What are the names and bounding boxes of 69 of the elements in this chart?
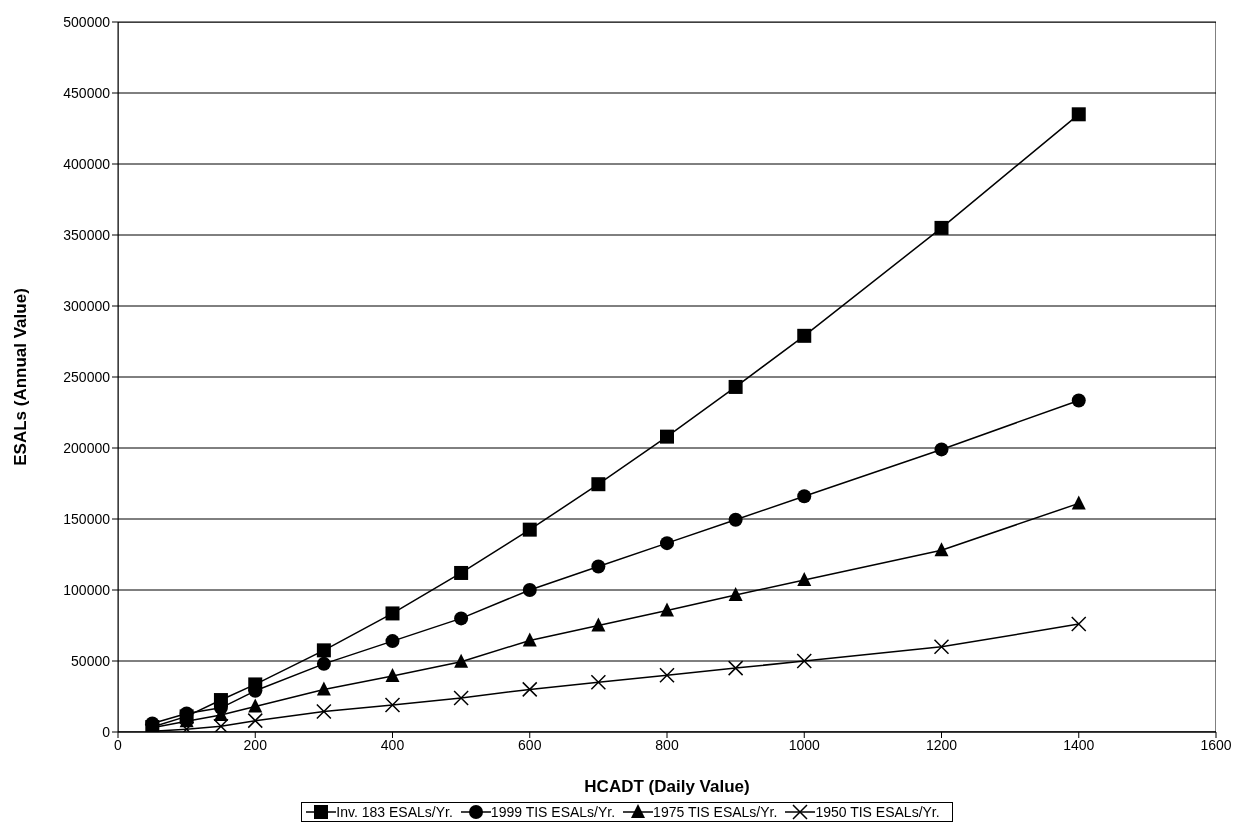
x-tick-label: 400	[380, 736, 405, 753]
y-tick-label: 350000	[63, 226, 111, 243]
point	[454, 565, 469, 580]
y-tick-label: 250000	[63, 368, 111, 385]
point	[247, 712, 263, 729]
legend-label: Inv. 183 ESALs/Yr.	[336, 804, 453, 820]
point	[660, 602, 674, 617]
y-tick-label: 200000	[63, 439, 111, 456]
y-axis-title: ESALs (Annual Value)	[11, 288, 31, 466]
x-tick-label: 1000	[788, 736, 821, 753]
point	[727, 660, 744, 676]
point	[796, 653, 812, 669]
point	[522, 522, 537, 537]
point	[316, 643, 331, 658]
point	[1071, 495, 1086, 510]
point	[316, 681, 331, 696]
point	[934, 220, 949, 235]
y-tick-label: 400000	[63, 155, 111, 172]
point	[316, 656, 331, 671]
point	[591, 477, 606, 492]
legend-label: 1999 TIS ESALs/Yr.	[490, 804, 616, 820]
point	[384, 697, 401, 713]
point	[728, 586, 743, 601]
point	[934, 442, 949, 457]
point	[454, 653, 469, 668]
point	[933, 639, 950, 655]
y-tick-label: 150000	[63, 510, 111, 527]
x-tick-label: 1200	[925, 736, 958, 753]
point	[385, 667, 400, 682]
x-tick-label: 600	[518, 736, 542, 753]
y-tick-label: 100000	[63, 581, 111, 598]
point	[1071, 616, 1087, 632]
point	[659, 667, 675, 683]
y-tick-label: 0	[102, 723, 111, 740]
x-axis-title: HCADT (Daily Value)	[584, 777, 750, 796]
x-tick-label: 1400	[1063, 736, 1095, 753]
point	[797, 489, 812, 504]
point	[522, 681, 538, 698]
legend-label: 1950 TIS ESALs/Yr.	[815, 804, 940, 820]
point	[934, 542, 949, 557]
point	[660, 429, 674, 444]
point	[797, 328, 812, 343]
point	[385, 606, 400, 621]
point	[522, 632, 537, 647]
point	[248, 698, 263, 713]
point	[591, 559, 606, 574]
point	[797, 572, 812, 587]
y-tick-label: 500000	[63, 13, 111, 30]
legend-label: 1975 TIS ESALs/Yr.	[653, 804, 778, 820]
point	[454, 611, 469, 626]
x-tick-label: 1600	[1200, 736, 1232, 753]
y-tick-label: 50000	[71, 652, 111, 669]
point	[213, 718, 229, 732]
point	[1071, 107, 1086, 122]
point	[728, 512, 743, 527]
x-tick-label: 0	[114, 736, 123, 753]
point	[453, 690, 469, 706]
point	[591, 617, 606, 632]
point	[660, 536, 674, 551]
point	[1071, 393, 1086, 408]
point	[522, 583, 537, 597]
y-tick-label: 450000	[63, 84, 111, 101]
point	[728, 379, 743, 394]
y-tick-label: 300000	[63, 297, 111, 314]
x-tick-label: 800	[655, 736, 679, 753]
x-tick-label: 200	[243, 736, 268, 753]
point	[590, 674, 607, 691]
point	[316, 703, 332, 720]
point	[385, 634, 400, 649]
